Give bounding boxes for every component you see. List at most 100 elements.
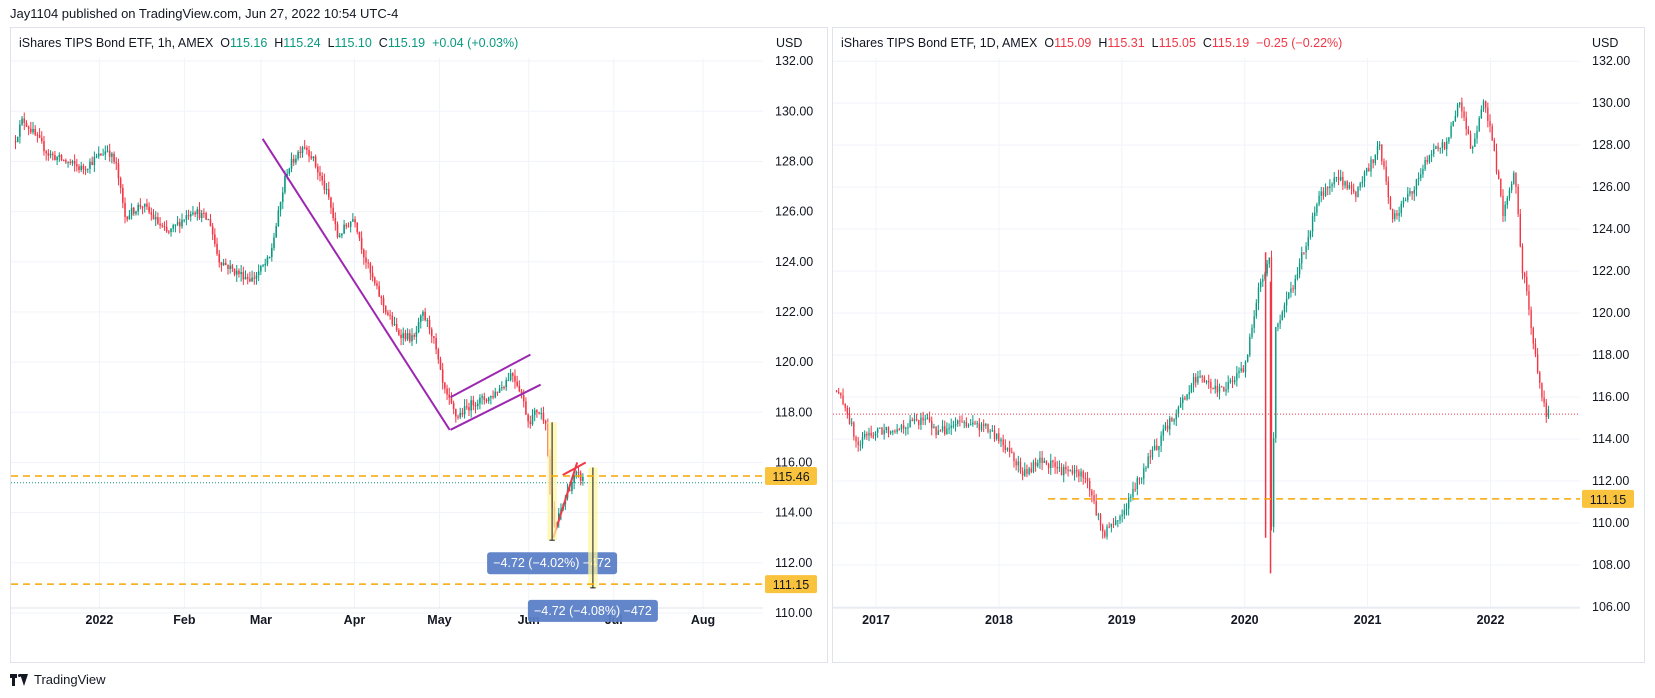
candle-body <box>985 423 987 426</box>
candle-body <box>1298 263 1301 275</box>
y-tick-label: 132.00 <box>1592 54 1630 68</box>
candle-body <box>332 207 334 218</box>
candle-body <box>536 410 538 413</box>
candle-body <box>352 219 354 222</box>
candle-body <box>242 272 245 280</box>
tradingview-brand: TradingView <box>34 672 106 687</box>
candle-body <box>279 201 282 211</box>
candle-body <box>93 157 96 165</box>
candle-body <box>1197 376 1199 383</box>
candle-body <box>1433 148 1435 154</box>
hourly-chart-canvas[interactable]: 110.00 112.00 114.00 116.00 118.00 120.00 122.… <box>11 28 827 662</box>
candle-body <box>1547 409 1550 417</box>
candle-body <box>1337 176 1340 181</box>
candle-body <box>948 427 950 429</box>
chart-panel-daily[interactable]: 106.00 108.00 110.00 112.00 114.00 116.00 118.… <box>832 27 1645 663</box>
candle-body <box>998 433 1000 442</box>
x-tick-label: 2018 <box>985 613 1013 627</box>
tradingview-footer: TradingView <box>10 672 106 687</box>
candle-body <box>409 333 411 342</box>
candle-body <box>476 403 479 406</box>
candle-body <box>284 176 286 193</box>
candle-body <box>100 153 102 156</box>
candle-body <box>1151 449 1154 458</box>
candle-body <box>163 225 166 227</box>
y-tick-label: 112.00 <box>1592 474 1629 488</box>
candle-body <box>356 222 359 232</box>
candle-body <box>874 432 877 436</box>
candle-body <box>56 157 58 161</box>
candle-body <box>870 432 872 436</box>
candle-body <box>281 192 284 202</box>
candle-body <box>538 412 540 414</box>
candle-body <box>441 369 444 383</box>
y-tick-label: 118.00 <box>1592 348 1629 362</box>
daily-close-value: 115.19 <box>1211 36 1250 50</box>
candle-body <box>1324 187 1327 196</box>
candle-body <box>415 331 418 337</box>
candle-body <box>21 118 23 125</box>
candle-body <box>509 373 512 380</box>
candle-body <box>1348 185 1351 189</box>
candle-body <box>402 333 405 339</box>
candle-body <box>498 388 501 393</box>
candle-body <box>1220 386 1223 388</box>
candle-body <box>892 431 894 433</box>
candle-body <box>327 189 330 198</box>
candle-body <box>1231 380 1234 383</box>
candle-body <box>1523 273 1526 277</box>
candle-body <box>1374 154 1377 164</box>
candle-body <box>310 156 313 159</box>
daily-symbol-title: iShares TIPS Bond ETF, 1D, AMEX <box>841 36 1038 50</box>
x-tick-label: Mar <box>250 613 272 627</box>
x-tick-label: Apr <box>344 613 366 627</box>
candle-body <box>529 421 532 425</box>
candle-body <box>1394 213 1396 220</box>
daily-low-value: 115.05 <box>1158 36 1196 50</box>
measure-label: −4.72 (−4.02%) −472 <box>493 556 611 570</box>
candle-body <box>850 422 853 424</box>
hourly-open-value: 115.16 <box>230 36 268 50</box>
daily-legend: iShares TIPS Bond ETF, 1D, AMEX O115.09 … <box>841 36 1342 50</box>
daily-chart-canvas[interactable]: 106.00 108.00 110.00 112.00 114.00 116.00 118.… <box>833 28 1644 662</box>
candle-body <box>889 431 892 434</box>
candle-body <box>494 391 497 398</box>
candle-body <box>1402 200 1405 204</box>
candle-body <box>1344 181 1346 186</box>
candle-body <box>222 262 225 266</box>
candle-body <box>1253 316 1255 328</box>
candle-body <box>194 212 196 215</box>
candle-body <box>1078 471 1080 477</box>
x-tick-label: 2022 <box>1477 613 1505 627</box>
candle-body <box>1037 462 1039 466</box>
candle-body <box>1474 138 1476 147</box>
candle-body <box>264 263 267 266</box>
candle-body <box>1465 117 1467 130</box>
candle-body <box>393 324 396 326</box>
chart-panel-hourly[interactable]: 110.00 112.00 114.00 116.00 118.00 120.00 122.… <box>10 27 828 663</box>
x-tick-label: 2017 <box>862 613 890 627</box>
x-tick-label: 2021 <box>1354 613 1382 627</box>
candle-body <box>1205 381 1208 383</box>
candle-body <box>1136 478 1139 490</box>
candle-body <box>235 270 238 275</box>
candle-body <box>404 333 407 340</box>
candle-body <box>1400 203 1402 214</box>
candle-body <box>1164 425 1167 430</box>
candle-body <box>463 406 466 415</box>
candle-body <box>905 427 907 429</box>
candle-body <box>54 154 56 161</box>
candle-body <box>73 161 76 165</box>
candle-body <box>47 153 50 156</box>
candle-body <box>78 166 80 170</box>
candle-body <box>1156 445 1158 450</box>
candle-body <box>161 225 164 227</box>
y-tick-label: 116.00 <box>775 455 812 469</box>
candle-body <box>1454 115 1457 122</box>
candle-body <box>907 427 909 429</box>
candle-body <box>266 257 269 264</box>
candle-body <box>516 381 518 386</box>
candle-body <box>944 426 946 435</box>
candle-body <box>1223 387 1225 392</box>
candle-body <box>1508 190 1511 199</box>
